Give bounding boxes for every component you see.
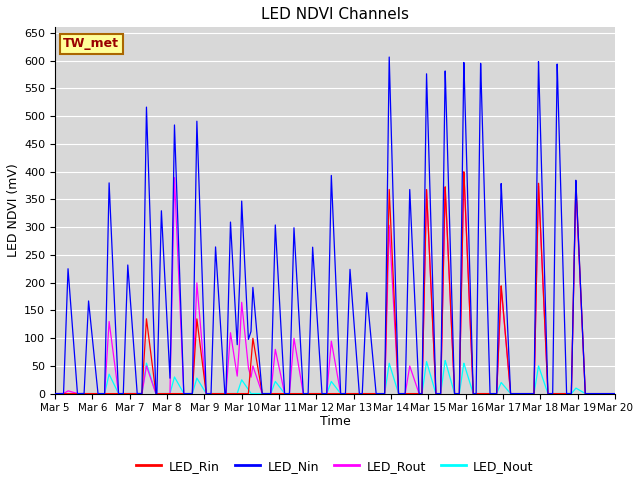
Title: LED NDVI Channels: LED NDVI Channels: [261, 7, 409, 22]
Text: TW_met: TW_met: [63, 37, 119, 50]
X-axis label: Time: Time: [319, 415, 350, 428]
Legend: LED_Rin, LED_Nin, LED_Rout, LED_Nout: LED_Rin, LED_Nin, LED_Rout, LED_Nout: [131, 455, 539, 478]
Y-axis label: LED NDVI (mV): LED NDVI (mV): [7, 164, 20, 257]
